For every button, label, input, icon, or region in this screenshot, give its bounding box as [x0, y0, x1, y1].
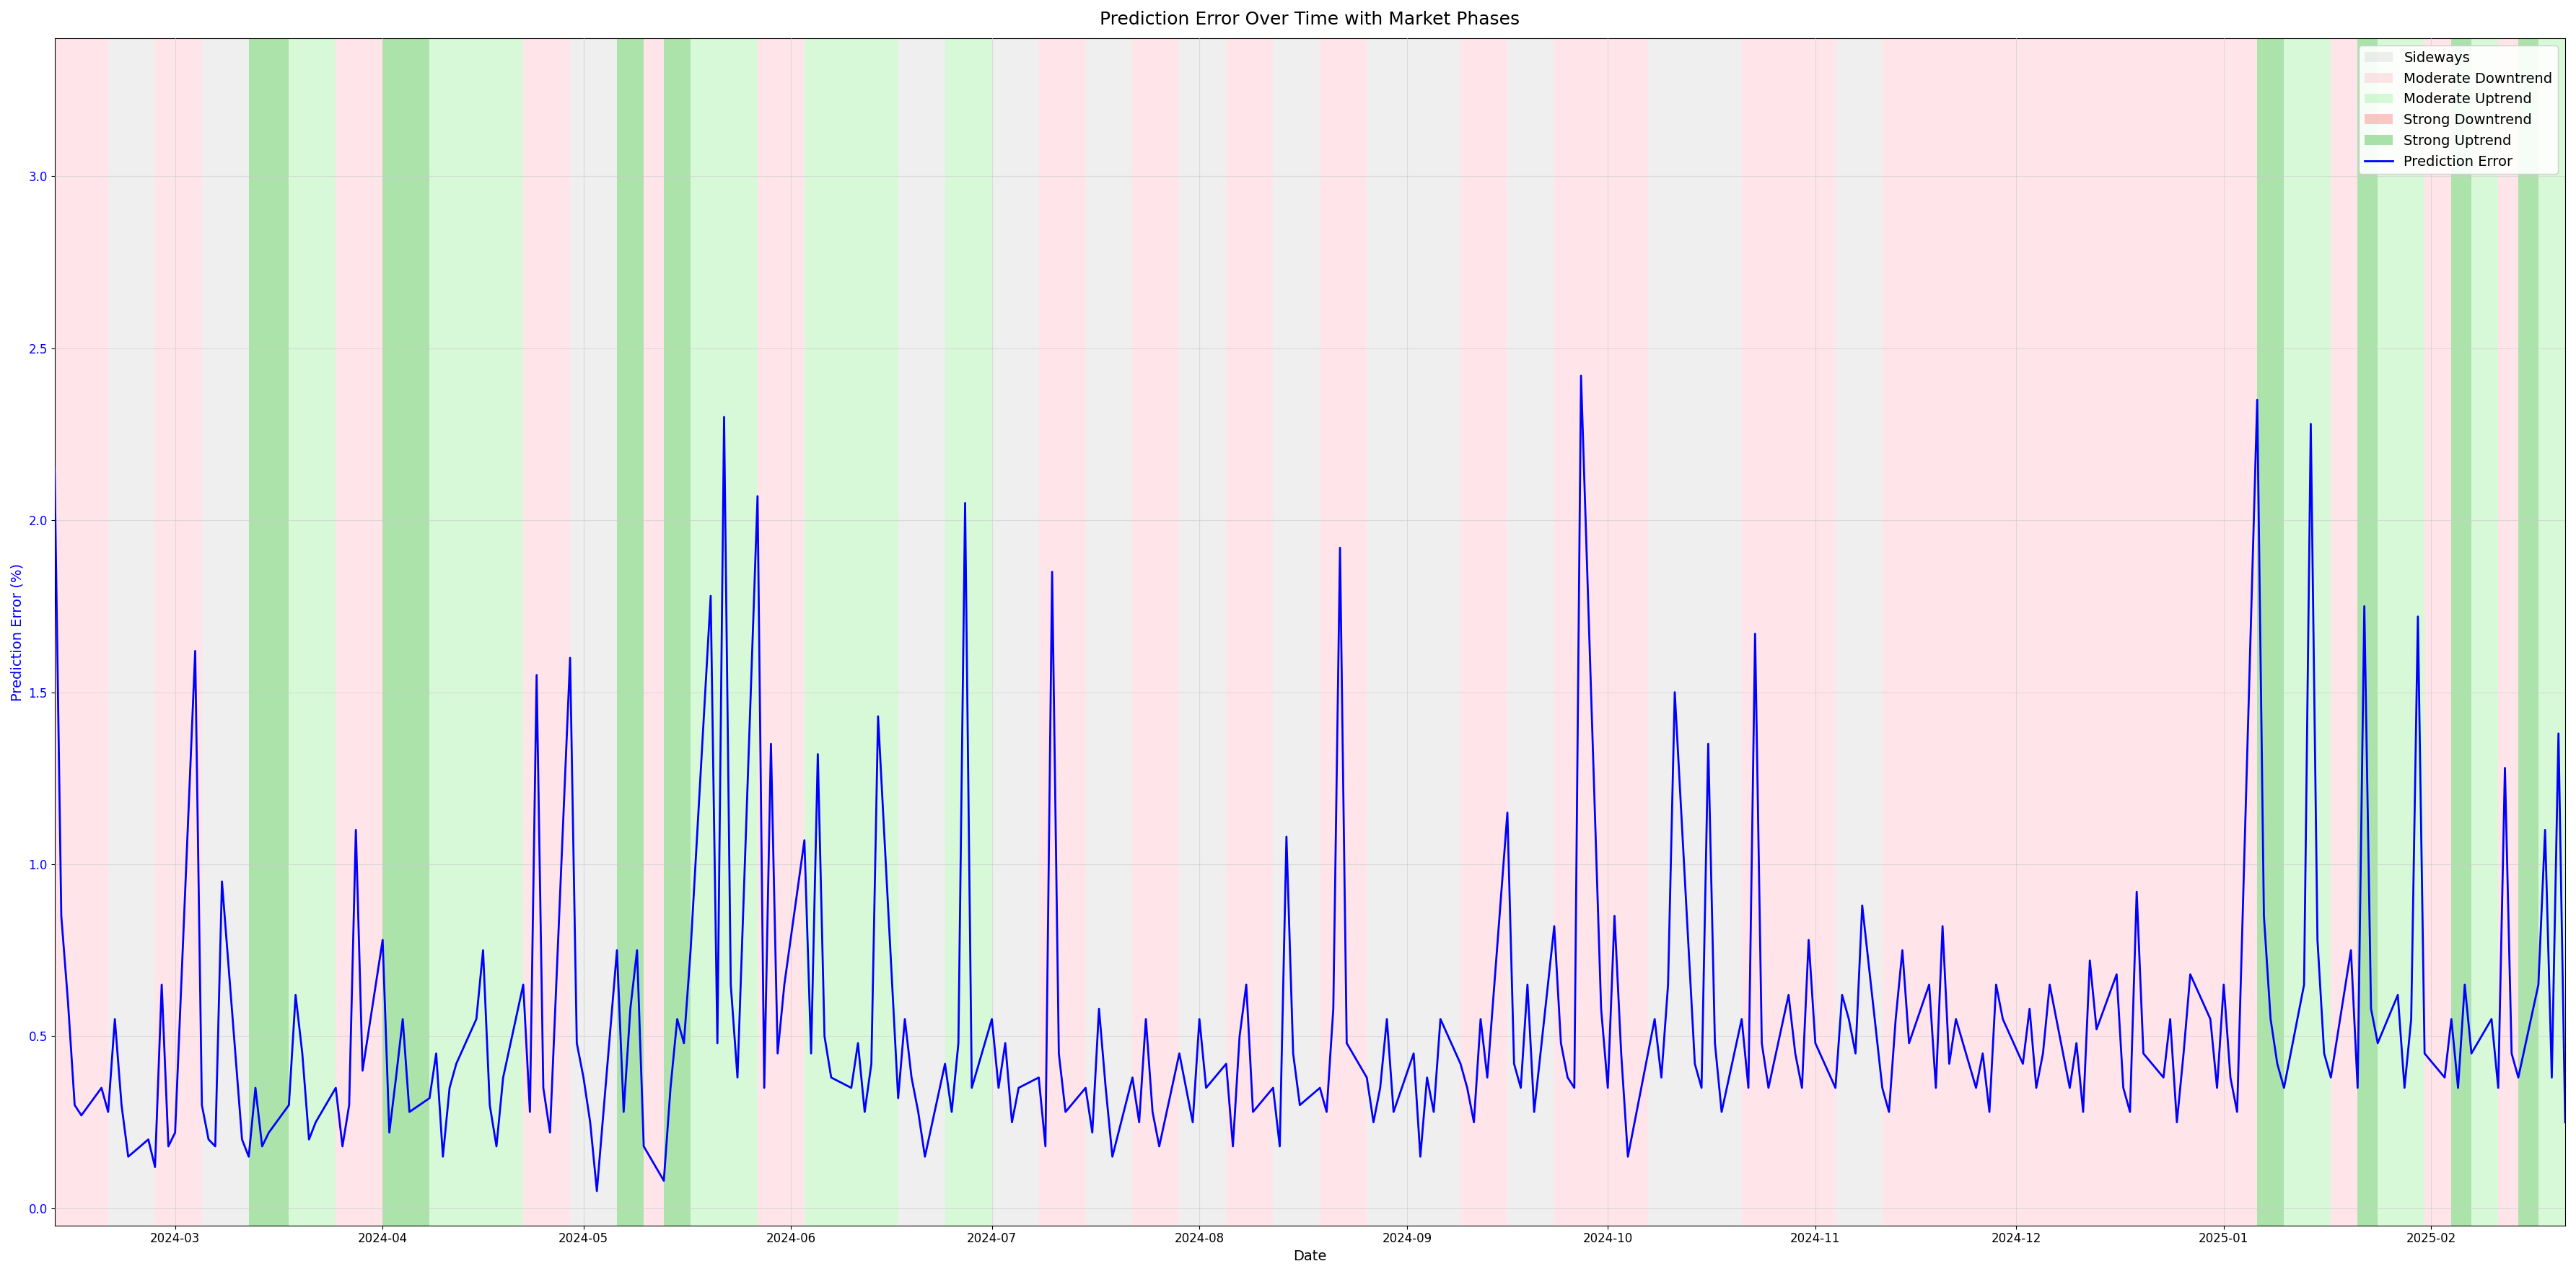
- X-axis label: Date: Date: [1293, 1250, 1327, 1264]
- Bar: [289, 38, 335, 1226]
- Bar: [1084, 38, 1133, 1226]
- Bar: [335, 38, 384, 1226]
- Bar: [108, 38, 155, 1226]
- Bar: [1273, 38, 1319, 1226]
- Title: Prediction Error Over Time with Market Phases: Prediction Error Over Time with Market P…: [1100, 10, 1520, 28]
- Bar: [2285, 38, 2331, 1226]
- Bar: [155, 38, 201, 1226]
- Bar: [992, 38, 1038, 1226]
- Bar: [1461, 38, 1507, 1226]
- Bar: [250, 38, 289, 1226]
- Bar: [1133, 38, 1180, 1226]
- Bar: [569, 38, 618, 1226]
- Bar: [1883, 38, 2257, 1226]
- Bar: [899, 38, 945, 1226]
- Bar: [2452, 38, 2470, 1226]
- Bar: [384, 38, 430, 1226]
- Bar: [804, 38, 899, 1226]
- Bar: [1226, 38, 1273, 1226]
- Bar: [618, 38, 644, 1226]
- Bar: [54, 38, 108, 1226]
- Bar: [2499, 38, 2519, 1226]
- Bar: [1507, 38, 1553, 1226]
- Bar: [1319, 38, 1368, 1226]
- Bar: [430, 38, 523, 1226]
- Bar: [2519, 38, 2537, 1226]
- Bar: [2378, 38, 2424, 1226]
- Y-axis label: Prediction Error (%): Prediction Error (%): [10, 563, 26, 701]
- Bar: [523, 38, 569, 1226]
- Bar: [2331, 38, 2357, 1226]
- Bar: [690, 38, 757, 1226]
- Bar: [1741, 38, 1837, 1226]
- Bar: [2257, 38, 2285, 1226]
- Bar: [2470, 38, 2499, 1226]
- Bar: [2357, 38, 2378, 1226]
- Bar: [1038, 38, 1084, 1226]
- Bar: [1837, 38, 1883, 1226]
- Bar: [1553, 38, 1649, 1226]
- Bar: [757, 38, 804, 1226]
- Bar: [2424, 38, 2452, 1226]
- Bar: [665, 38, 690, 1226]
- Bar: [2537, 38, 2566, 1226]
- Bar: [1180, 38, 1226, 1226]
- Bar: [1649, 38, 1741, 1226]
- Bar: [945, 38, 992, 1226]
- Bar: [644, 38, 665, 1226]
- Bar: [201, 38, 250, 1226]
- Bar: [1368, 38, 1461, 1226]
- Legend: Sideways, Moderate Downtrend, Moderate Uptrend, Strong Downtrend, Strong Uptrend: Sideways, Moderate Downtrend, Moderate U…: [2360, 46, 2558, 175]
